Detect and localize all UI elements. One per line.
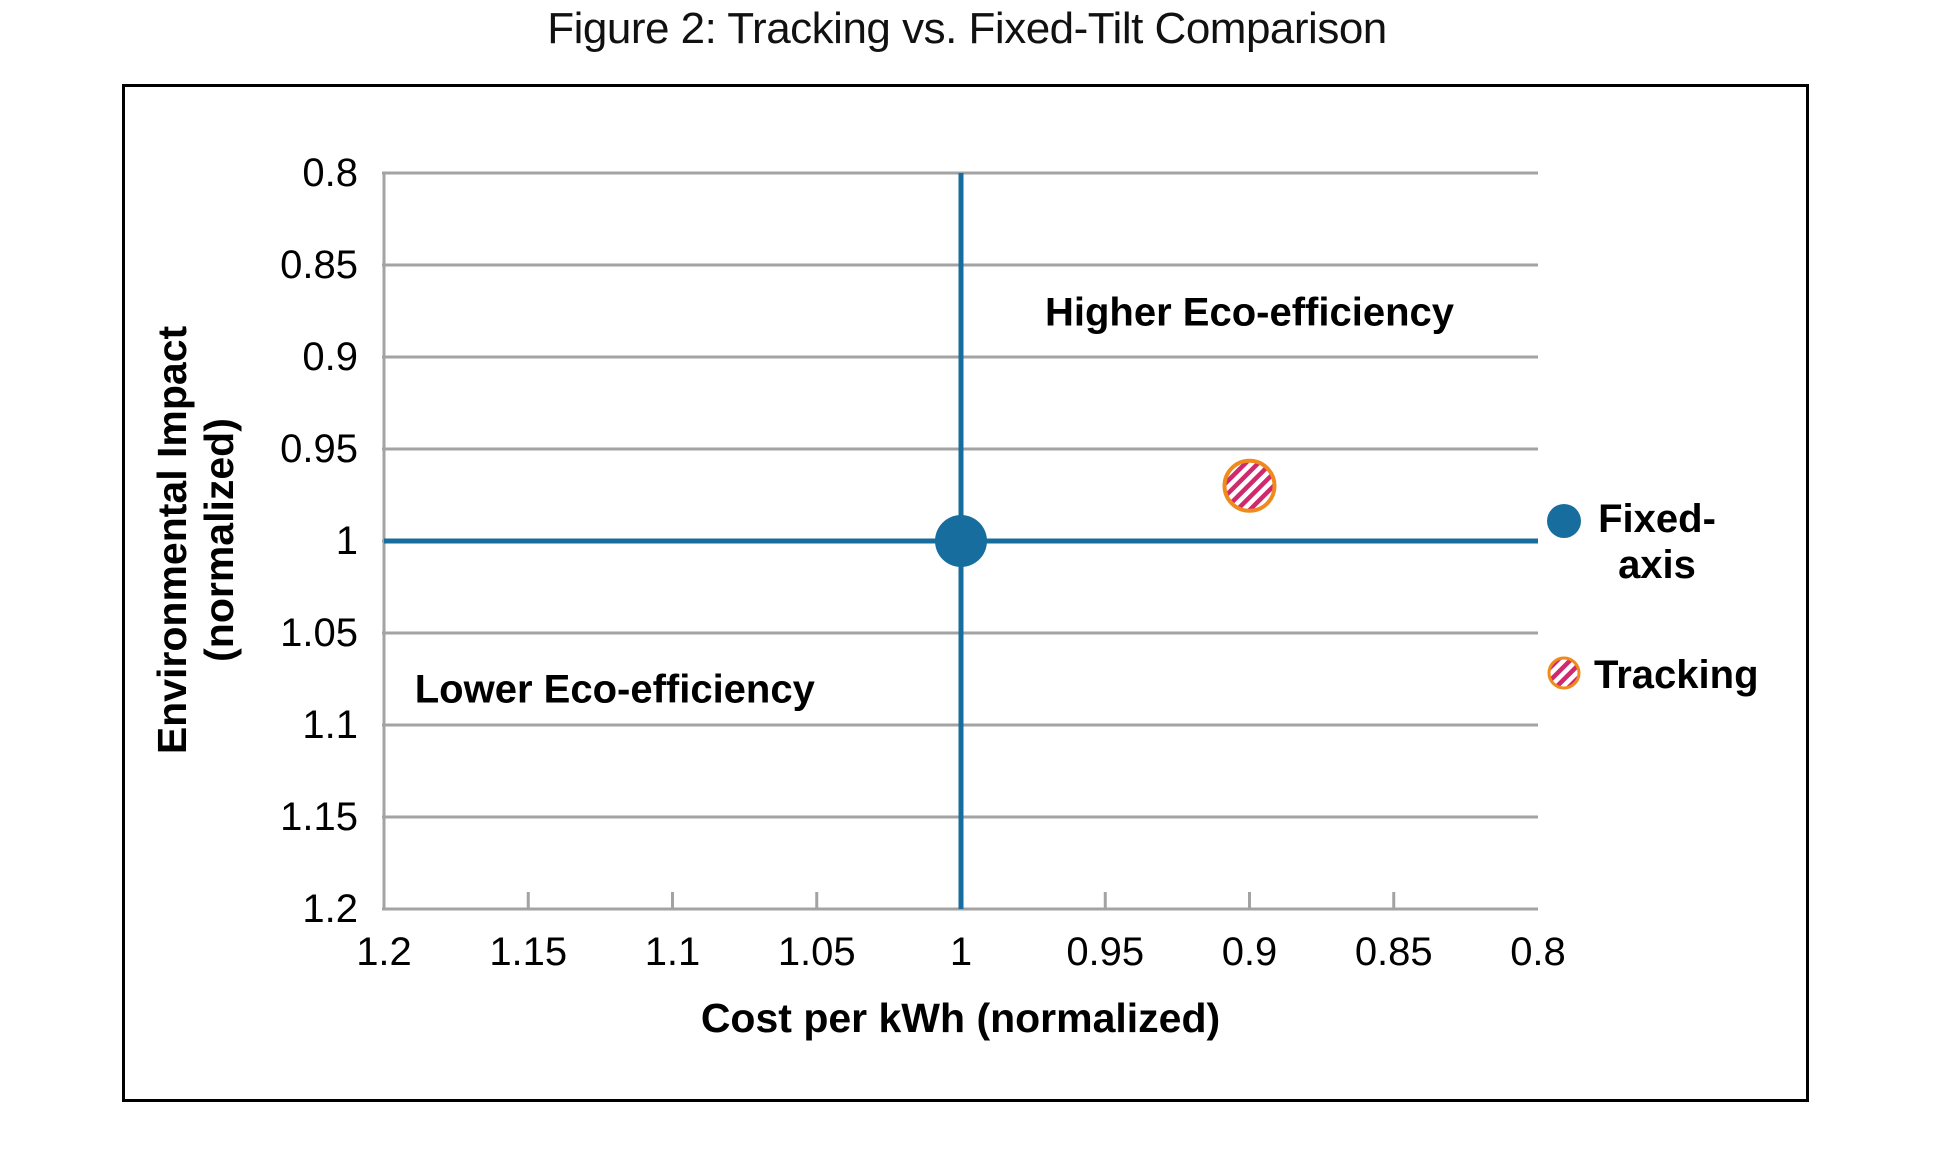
- y-tick-label: 0.95: [280, 427, 358, 471]
- figure-frame: [122, 84, 1809, 1102]
- legend-item-tracking: Tracking: [1594, 653, 1759, 697]
- x-tick-label: 0.85: [1354, 930, 1433, 974]
- x-axis-title: Cost per kWh (normalized): [700, 995, 1221, 1041]
- y-tick-label: 0.85: [280, 243, 358, 287]
- data-point-fixed-axis: [935, 515, 987, 567]
- y-tick-label: 1.05: [280, 611, 358, 655]
- annotation-lower-eco-efficiency: Lower Eco-efficiency: [414, 667, 815, 712]
- legend-marker-tracking: [1547, 656, 1581, 690]
- x-tick-label: 1.1: [644, 930, 701, 974]
- x-tick-label: 1.15: [489, 930, 568, 974]
- x-tick-label: 0.9: [1221, 930, 1278, 974]
- legend-label-fixed-line2: axis: [1618, 543, 1696, 587]
- legend-item-fixed-axis: Fixed- axis: [1592, 496, 1722, 588]
- y-tick-label: 1: [335, 519, 358, 563]
- y-tick-label: 0.9: [302, 335, 358, 379]
- y-tick-label: 1.2: [302, 887, 358, 931]
- y-tick-label: 1.15: [280, 795, 358, 839]
- x-tick-label: 0.95: [1066, 930, 1145, 974]
- annotation-higher-eco-efficiency: Higher Eco-efficiency: [1044, 290, 1455, 335]
- y-tick-label: 0.8: [302, 151, 358, 195]
- x-tick-label: 1.2: [356, 930, 412, 974]
- y-axis-title-line1: Environmental Impact: [149, 325, 195, 755]
- y-axis-title: Environmental Impact (normalized): [149, 326, 243, 754]
- data-point-tracking: [1222, 458, 1277, 513]
- legend-marker-fixed-axis: [1547, 504, 1581, 538]
- y-tick-label: 1.1: [302, 703, 358, 747]
- figure-title: Figure 2: Tracking vs. Fixed-Tilt Compar…: [547, 4, 1387, 53]
- x-tick-label: 1.05: [777, 930, 856, 974]
- x-tick-label: 0.8: [1510, 930, 1566, 974]
- legend-label-fixed-line1: Fixed-: [1598, 497, 1716, 541]
- y-axis-title-line2: (normalized): [196, 418, 242, 662]
- x-tick-label: 1: [949, 930, 973, 974]
